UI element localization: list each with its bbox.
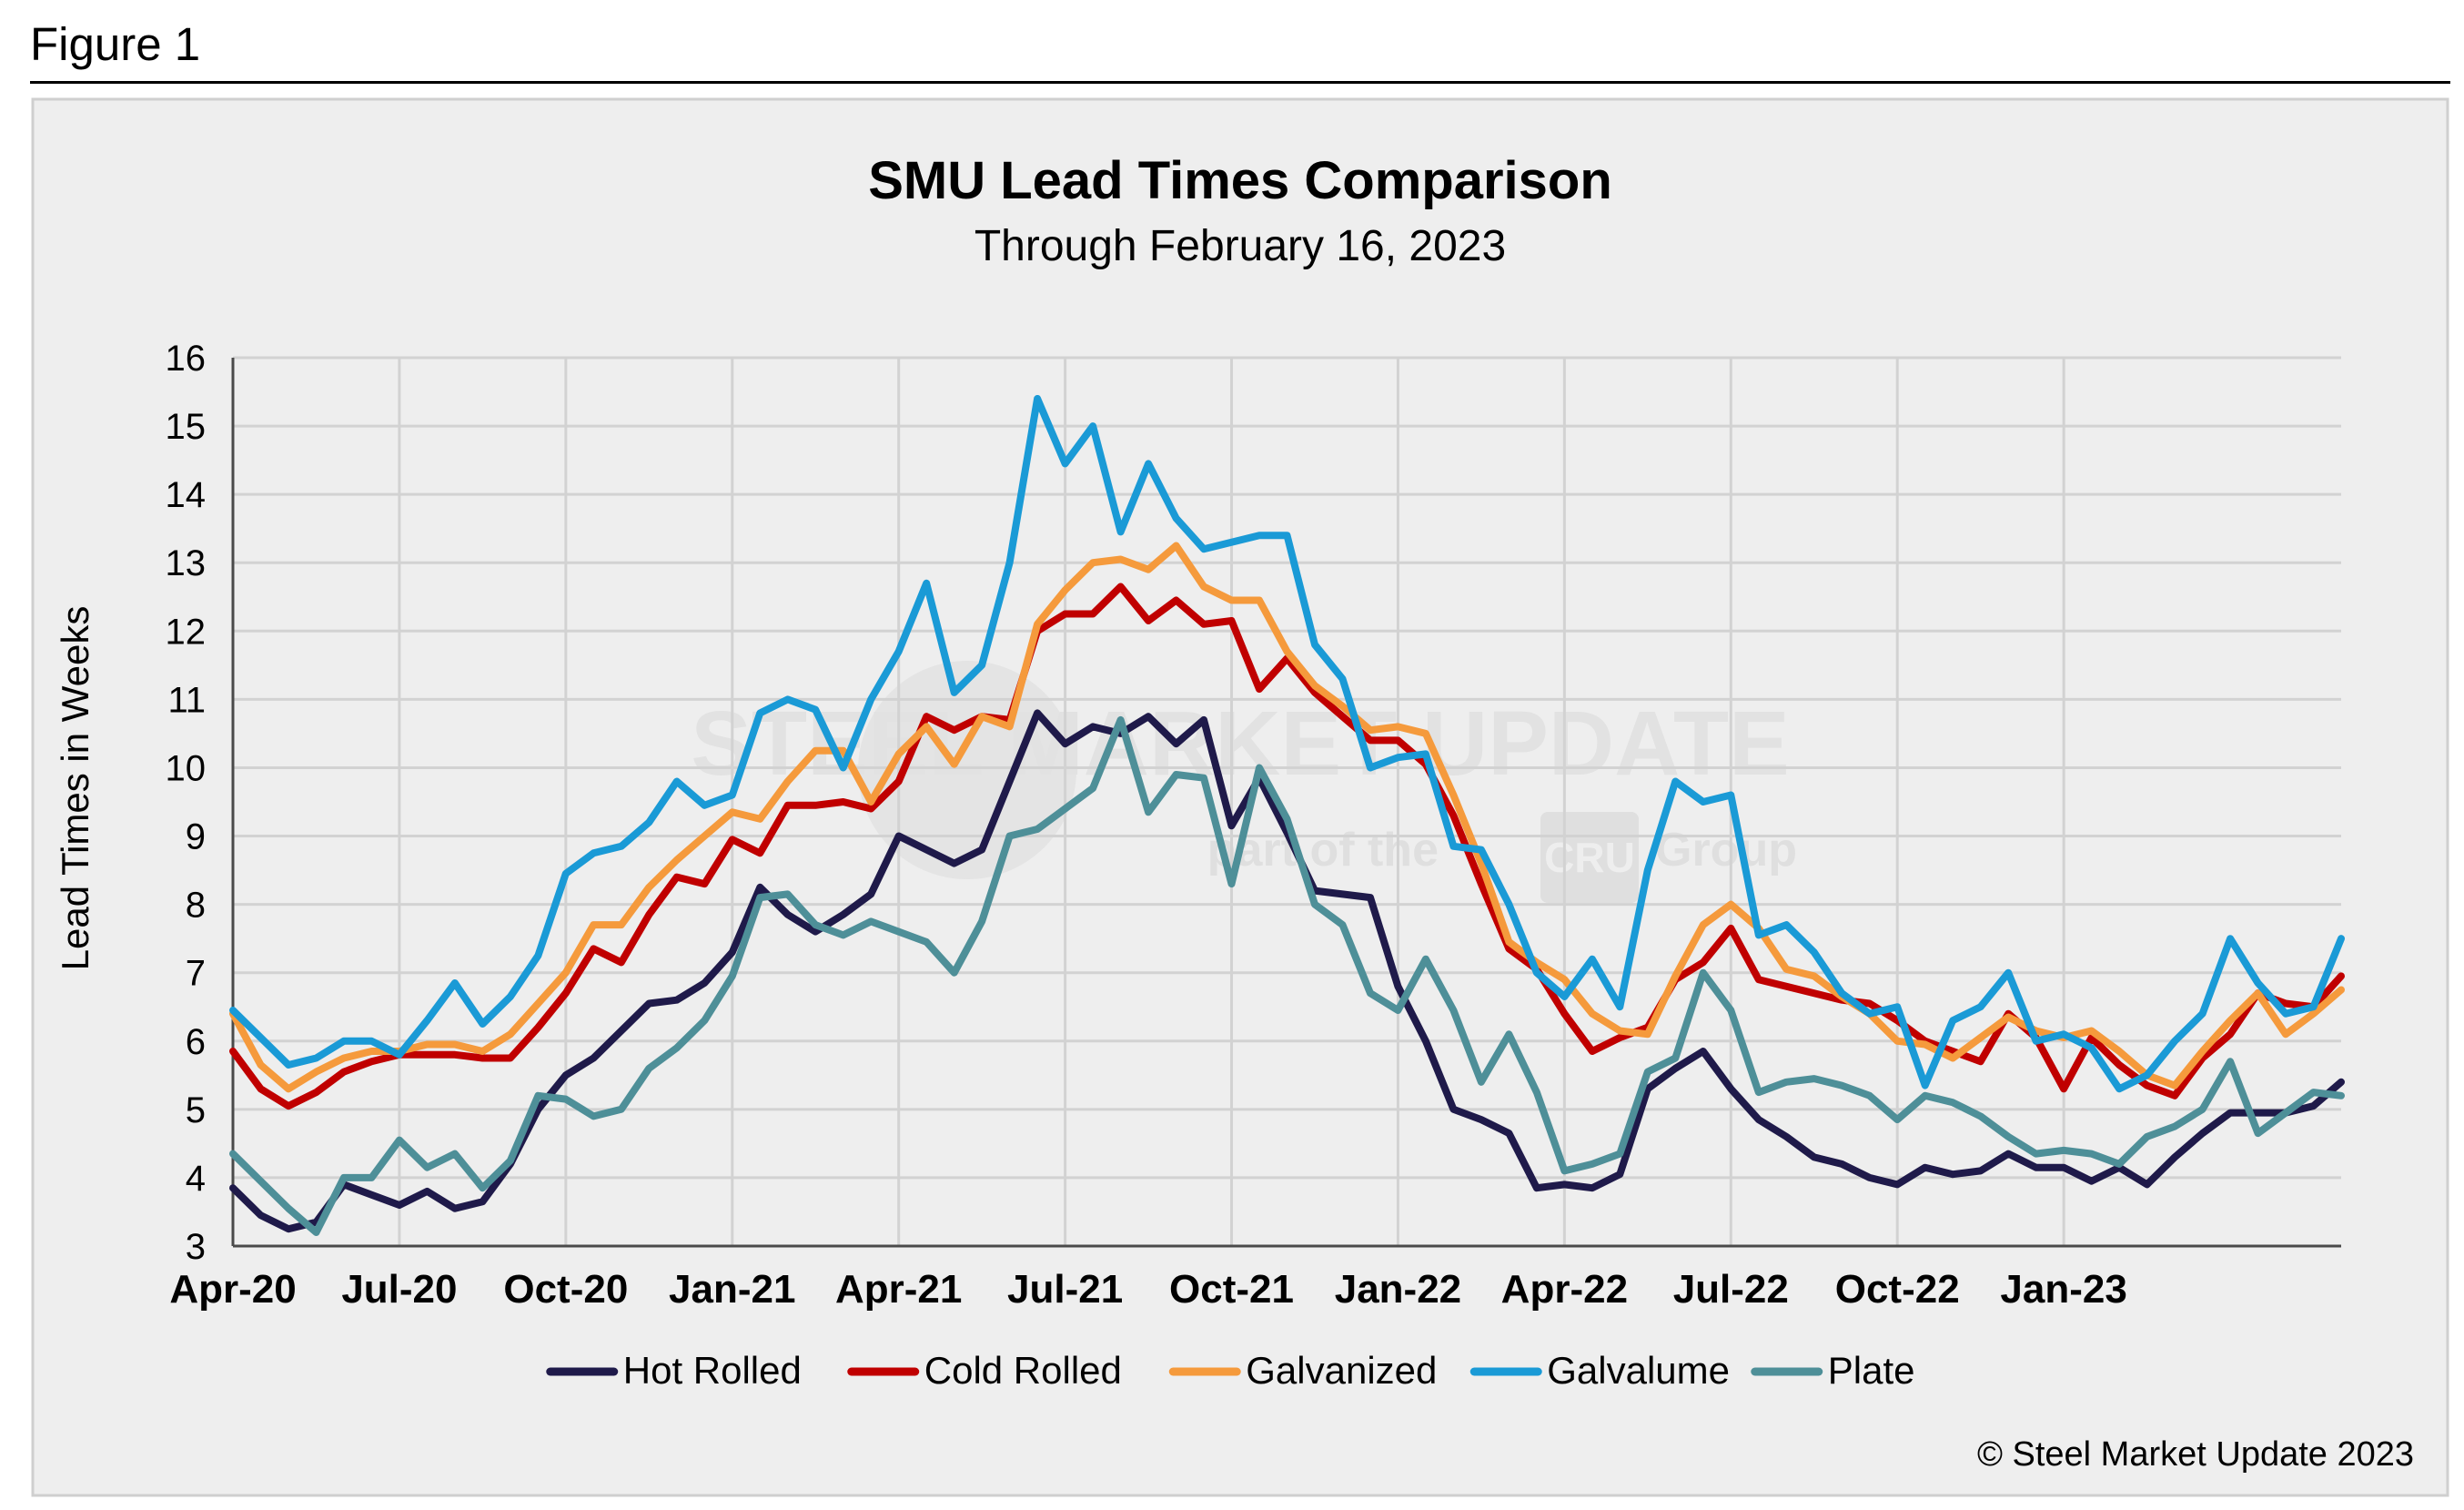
- y-tick-label: 4: [186, 1159, 206, 1199]
- legend: Hot Rolled Cold Rolled Galvanized Galvalume…: [546, 1349, 1915, 1392]
- figure-divider: [30, 81, 2450, 84]
- copyright-note: © Steel Market Update 2023: [1977, 1435, 2414, 1474]
- series-line-plate: [229, 715, 2345, 1236]
- y-tick-label: 6: [186, 1022, 206, 1062]
- y-tick-label: 10: [166, 748, 207, 788]
- legend-label-galvanized: Galvanized: [1246, 1349, 1437, 1392]
- x-tick-label: Jan-22: [1335, 1267, 1461, 1312]
- y-tick-label: 13: [166, 543, 207, 583]
- y-tick-label: 7: [186, 954, 206, 994]
- x-tick-label: Oct-20: [503, 1267, 628, 1312]
- chart-title: SMU Lead Times Comparison: [868, 151, 1612, 210]
- x-tick-label: Jul-22: [1673, 1267, 1789, 1312]
- x-tick-label: Apr-21: [835, 1267, 962, 1312]
- y-tick-label: 16: [166, 339, 207, 379]
- x-tick-label: Jul-20: [341, 1267, 457, 1312]
- series-line-hot-rolled: [229, 709, 2345, 1233]
- y-axis-label: Lead Times in Weeks: [54, 606, 96, 971]
- y-tick-label: 14: [166, 475, 207, 515]
- x-tick-label: Apr-22: [1501, 1267, 1628, 1312]
- watermark-subtext-right: Group: [1655, 824, 1797, 877]
- y-tick-label: 3: [186, 1227, 206, 1267]
- y-tick-label: 9: [186, 817, 206, 857]
- legend-label-hot-rolled: Hot Rolled: [623, 1349, 802, 1392]
- y-tick-labels: 3 4 5 6 7 8 9 10 11 12 13 14 15 16: [166, 339, 207, 1267]
- legend-label-cold-rolled: Cold Rolled: [924, 1349, 1122, 1392]
- x-tick-label: Apr-20: [169, 1267, 296, 1312]
- legend-label-plate: Plate: [1828, 1349, 1915, 1392]
- y-tick-label: 12: [166, 612, 207, 652]
- chart-container: STEEL MARKET UPDATE part of the CRU Grou…: [30, 96, 2450, 1498]
- y-tick-label: 5: [186, 1090, 206, 1130]
- chart-frame: [31, 97, 2449, 1497]
- x-tick-label: Jan-21: [669, 1267, 795, 1312]
- series-line-galvalume: [229, 395, 2345, 1093]
- series-line-galvanized: [229, 542, 2345, 1093]
- x-tick-label: Oct-22: [1835, 1267, 1960, 1312]
- x-tick-labels: Apr-20 Jul-20 Oct-20 Jan-21 Apr-21 Jul-21 Oct-…: [169, 1267, 2127, 1312]
- lead-times-chart: STEEL MARKET UPDATE part of the CRU Grou…: [31, 97, 2449, 1497]
- y-tick-label: 15: [166, 407, 207, 447]
- series-line-cold-rolled: [229, 583, 2345, 1110]
- watermark-globe-icon: [858, 661, 1076, 879]
- x-tick-label: Jul-21: [1007, 1267, 1123, 1312]
- x-tick-label: Oct-21: [1169, 1267, 1294, 1312]
- chart-subtitle: Through February 16, 2023: [974, 222, 1506, 270]
- y-tick-label: 8: [186, 886, 206, 926]
- y-tick-label: 11: [167, 680, 206, 720]
- watermark-title: STEEL MARKET UPDATE: [691, 693, 1789, 795]
- legend-label-galvalume: Galvalume: [1547, 1349, 1730, 1392]
- watermark-logo: CRU: [1544, 834, 1635, 881]
- x-tick-label: Jan-23: [2000, 1267, 2126, 1312]
- series-lines: [229, 395, 2345, 1236]
- figure-label: Figure 1: [30, 18, 201, 70]
